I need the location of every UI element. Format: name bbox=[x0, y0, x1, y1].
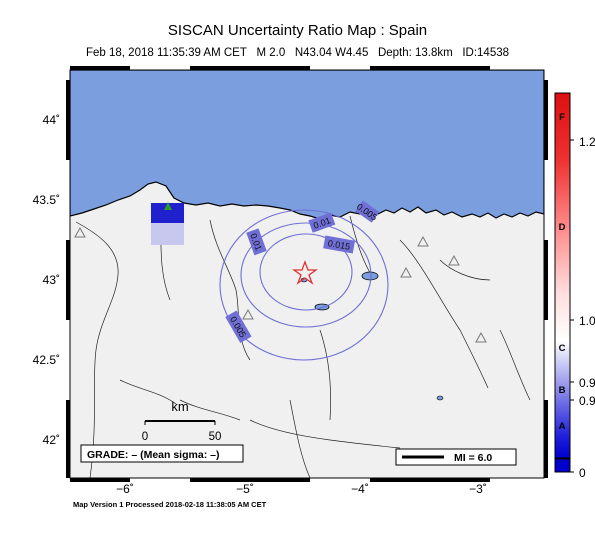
colorbar-value: 0 bbox=[579, 466, 586, 480]
x-tick-label: −5˚ bbox=[236, 482, 254, 496]
y-tick-label: 43.5˚ bbox=[33, 193, 60, 207]
map-title: SISCAN Uncertainty Ratio Map : Spain bbox=[167, 22, 428, 39]
colorbar-value: 1.2 bbox=[579, 135, 595, 149]
scale-unit: km bbox=[171, 399, 188, 414]
x-tick-label: −3˚ bbox=[469, 482, 487, 496]
y-axis-ticks: 44˚ 43.5˚ 43˚ 42.5˚ 42˚ bbox=[33, 113, 60, 447]
colorbar-value: 1.0 bbox=[579, 314, 595, 328]
colorbar: F D C B A 1.2 1.0 0.9 0.9 0 bbox=[554, 92, 595, 480]
y-tick-label: 43˚ bbox=[43, 273, 60, 287]
event-location: N43.04 W4.45 bbox=[294, 47, 369, 59]
processing-footer: Map Version 1 Processed 2018-02-18 11:38… bbox=[73, 500, 267, 509]
colorbar-value: 0.9 bbox=[579, 376, 595, 390]
event-id: ID:14538 bbox=[462, 47, 510, 59]
colorbar-value: 0.9 bbox=[579, 394, 595, 408]
x-tick-label: −6˚ bbox=[116, 482, 134, 496]
mi-legend: MI = 6.0 bbox=[395, 448, 517, 466]
epicenter-star bbox=[291, 260, 319, 285]
grade-box: GRADE: – (Mean sigma: –) bbox=[80, 444, 244, 463]
event-datetime: Feb 18, 2018 11:35:39 AM CET bbox=[85, 47, 247, 59]
station-triangle bbox=[400, 266, 412, 278]
lake bbox=[361, 271, 379, 281]
station-triangle bbox=[417, 235, 429, 247]
station-triangle bbox=[164, 202, 172, 210]
colorbar-grade: A bbox=[559, 421, 566, 432]
station-markers bbox=[74, 226, 487, 343]
scale-tick: 0 bbox=[142, 431, 148, 443]
scale-bar: km 0 50 bbox=[142, 399, 222, 443]
colorbar-grade: D bbox=[559, 222, 566, 233]
event-depth: Depth: 13.8km bbox=[377, 47, 453, 59]
colorbar-grade: F bbox=[559, 112, 565, 123]
station-triangle bbox=[475, 331, 487, 343]
colorbar-grade: C bbox=[559, 343, 566, 354]
map-subtitle: Feb 18, 2018 11:35:39 AM CET M 2.0 N43.0… bbox=[0, 47, 595, 59]
event-magnitude: M 2.0 bbox=[256, 47, 286, 59]
station-triangle bbox=[74, 226, 86, 238]
uncertainty-contours bbox=[219, 209, 389, 361]
station-triangle bbox=[448, 254, 460, 266]
colorbar-grade: B bbox=[559, 385, 566, 396]
contour-label: 0.015 bbox=[327, 238, 351, 252]
x-axis-ticks: −6˚ −5˚ −4˚ −3˚ bbox=[116, 482, 487, 496]
y-tick-label: 44˚ bbox=[43, 113, 60, 127]
scale-tick: 50 bbox=[209, 431, 222, 443]
map-frame bbox=[66, 66, 548, 482]
y-tick-label: 42˚ bbox=[43, 433, 60, 447]
station-cell bbox=[151, 203, 184, 223]
lake bbox=[436, 395, 444, 401]
station-triangle bbox=[242, 308, 254, 320]
y-tick-label: 42.5˚ bbox=[33, 353, 60, 367]
x-tick-label: −4˚ bbox=[351, 482, 369, 496]
station-cell bbox=[151, 223, 184, 245]
grade-text: GRADE: – (Mean sigma: –) bbox=[87, 449, 219, 461]
mi-legend-text: MI = 6.0 bbox=[454, 452, 492, 464]
